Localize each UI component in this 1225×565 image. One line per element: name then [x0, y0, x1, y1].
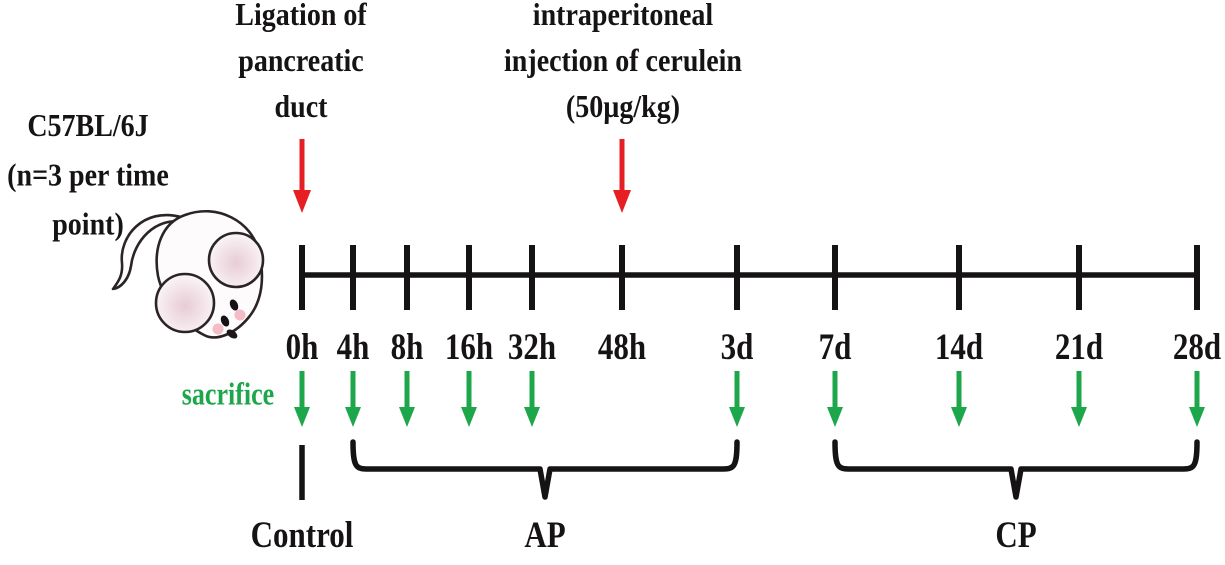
sacrifice-arrow-0h-head	[294, 407, 310, 427]
ligation-annotation: Ligation of pancreatic duct	[235, 0, 366, 131]
sacrifice-arrow-32h	[524, 371, 540, 427]
group-brace-CP	[832, 439, 1200, 500]
subject-line-1: C57BL/6J	[27, 108, 149, 144]
mouse-ear-right	[207, 231, 265, 289]
timepoint-label-48h: 48h	[597, 325, 647, 368]
timepoint-label-7d: 7d	[818, 325, 852, 368]
subject-strain-annotation: C57BL/6J (n=3 per time point)	[7, 101, 169, 249]
group-label-CP: CP	[995, 513, 1037, 556]
sacrifice-arrow-21d	[1071, 371, 1087, 427]
sacrifice-arrow-21d-head	[1071, 407, 1087, 427]
mouse-cheek-blush	[212, 323, 224, 335]
timepoint-label-16h: 16h	[444, 325, 494, 368]
sacrifice-arrow-4h-head	[345, 407, 361, 427]
sacrifice-arrow-28d-head	[1189, 407, 1205, 427]
timepoint-label-4h: 4h	[336, 325, 370, 368]
ligation-line-1: Ligation of	[235, 0, 367, 34]
subject-line-3: point)	[52, 207, 124, 243]
intervention-arrow-0h	[293, 139, 311, 213]
sacrifice-arrow-7d-head	[827, 407, 843, 427]
mouse-cheek-blush	[234, 309, 246, 321]
mouse-ear-left	[154, 272, 216, 334]
intervention-arrow-48h-head	[613, 190, 631, 213]
sacrifice-arrow-3d-head	[729, 407, 745, 427]
intervention-arrow-0h-head	[293, 190, 311, 213]
ligation-line-3: duct	[274, 89, 328, 126]
sacrifice-arrow-32h-head	[524, 407, 540, 427]
cerulein-line-3: (50µg/kg)	[565, 89, 681, 126]
group-label-Control: Control	[250, 513, 354, 556]
timepoint-label-28d: 28d	[1172, 325, 1222, 368]
sacrifice-label: sacrifice	[181, 377, 275, 412]
timepoint-label-14d: 14d	[934, 325, 984, 368]
sacrifice-arrow-7d	[827, 371, 843, 427]
sacrifice-arrow-16h-head	[461, 407, 477, 427]
group-label-AP: AP	[524, 513, 566, 556]
mouse-nose	[226, 329, 238, 339]
timepoint-label-3d: 3d	[720, 325, 754, 368]
timepoint-label-21d: 21d	[1054, 325, 1104, 368]
cerulein-annotation: intraperitoneal injection of cerulein (5…	[504, 0, 742, 131]
timepoint-label-0h: 0h	[285, 325, 319, 368]
mouse-eye	[220, 315, 230, 327]
sacrifice-arrow-8h	[399, 371, 415, 427]
group-brace-AP	[350, 439, 740, 500]
intervention-arrow-48h	[613, 139, 631, 213]
timepoint-label-8h: 8h	[390, 325, 424, 368]
timepoint-label-32h: 32h	[507, 325, 557, 368]
sacrifice-arrow-3d	[729, 371, 745, 427]
cerulein-line-2: injection of cerulein	[504, 43, 742, 80]
sacrifice-arrow-4h	[345, 371, 361, 427]
sacrifice-arrow-0h	[294, 371, 310, 427]
mouse-eye	[229, 299, 239, 311]
subject-line-2: (n=3 per time	[7, 157, 169, 194]
ligation-line-2: pancreatic	[238, 43, 364, 80]
sacrifice-arrow-16h	[461, 371, 477, 427]
mouse-tail	[111, 213, 185, 291]
sacrifice-arrow-28d	[1189, 371, 1205, 427]
sacrifice-arrow-14d	[951, 371, 967, 427]
mouse-illustration	[111, 210, 265, 339]
sacrifice-arrow-14d-head	[951, 407, 967, 427]
cerulein-line-1: intraperitoneal	[532, 0, 714, 34]
sacrifice-arrow-8h-head	[399, 407, 415, 427]
